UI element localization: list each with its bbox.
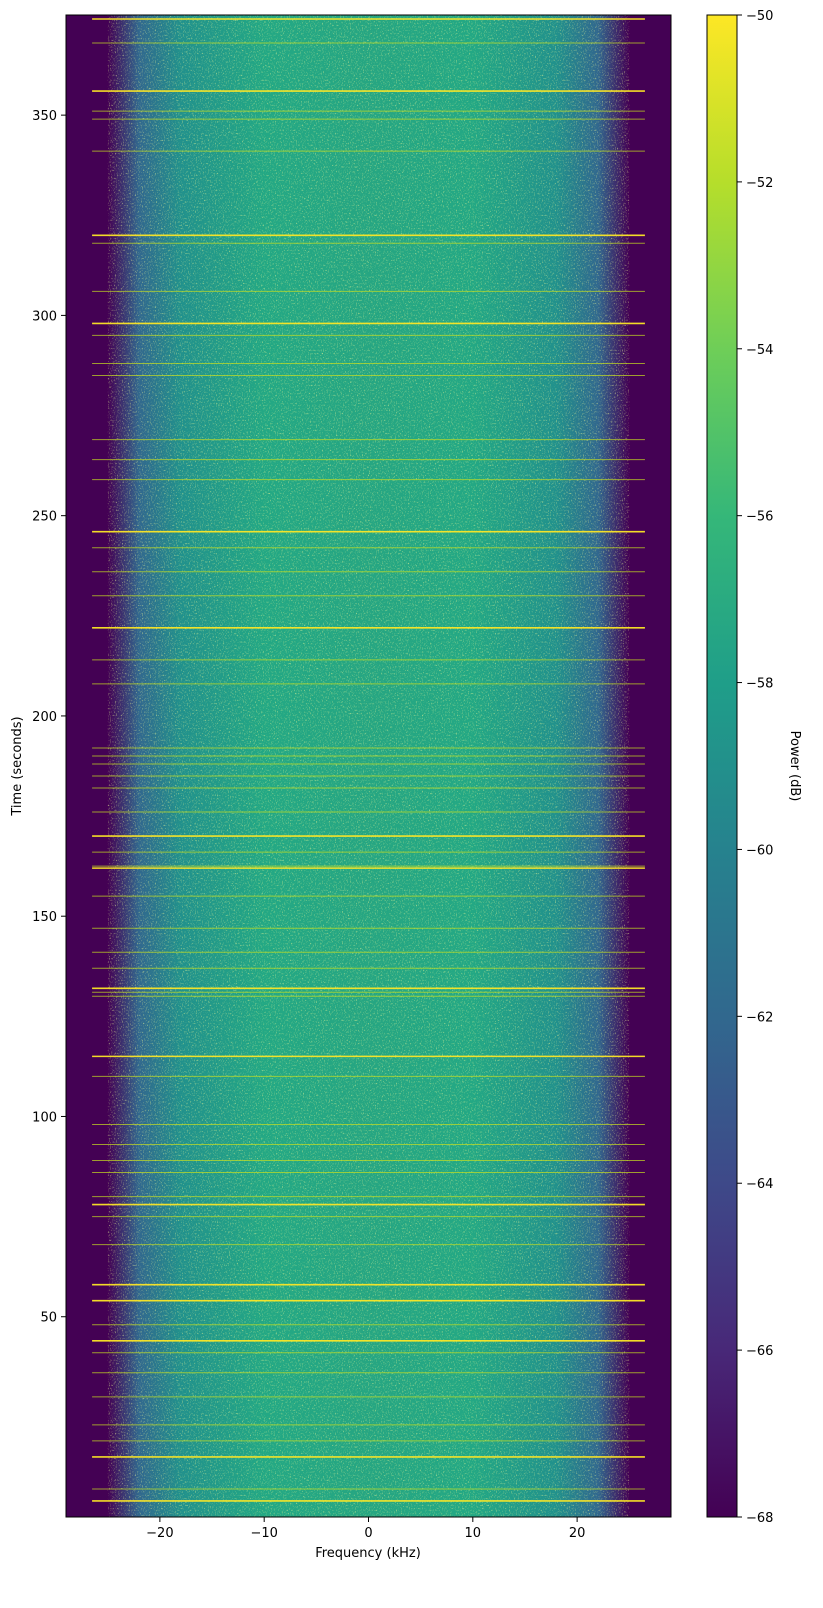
y-tick-label: 300 (32, 309, 57, 324)
colorbar-tick-label: −58 (746, 677, 773, 692)
y-tick-label: 350 (32, 109, 57, 124)
y-axis-label: Time (seconds) (10, 716, 25, 816)
colorbar-label: Power (dB) (787, 731, 802, 802)
x-axis-label: Frequency (kHz) (315, 1546, 421, 1561)
y-tick-label: 200 (32, 710, 57, 725)
colorbar-tick-label: −62 (746, 1010, 773, 1025)
x-tick-label: 10 (465, 1526, 482, 1541)
colorbar-tick-label: −52 (746, 176, 773, 191)
colorbar-ticks: −68 −66 −64 −62 −60 −58 −56 −54 −52 −50 (737, 9, 773, 1526)
y-tick-label: 250 (32, 510, 57, 525)
colorbar-tick-label: −60 (746, 843, 773, 858)
x-axis-ticks: −20 −10 0 10 20 (146, 1517, 585, 1541)
x-tick-label: 20 (569, 1526, 586, 1541)
passband-speckle (107, 15, 630, 1517)
colorbar-tick-label: −54 (746, 343, 773, 358)
colorbar-gradient (706, 14, 738, 1518)
x-tick-label: −20 (146, 1526, 173, 1541)
colorbar-tick-label: −64 (746, 1177, 773, 1192)
colorbar-tick-label: −56 (746, 510, 773, 525)
colorbar-tick-label: −66 (746, 1344, 773, 1359)
colorbar: −68 −66 −64 −62 −60 −58 −56 −54 −52 −50 Power (dB… (706, 9, 802, 1526)
x-tick-label: −10 (250, 1526, 277, 1541)
y-tick-label: 100 (32, 1110, 57, 1125)
colorbar-tick-label: −68 (746, 1511, 773, 1526)
burst-lines (92, 18, 645, 1502)
y-tick-label: 50 (40, 1311, 57, 1326)
x-tick-label: 0 (364, 1526, 372, 1541)
spectrogram-plot-area (66, 15, 671, 1517)
y-tick-label: 150 (32, 910, 57, 925)
colorbar-tick-label: −50 (746, 9, 773, 24)
y-axis-ticks: 50 100 150 200 250 300 350 (32, 109, 66, 1326)
